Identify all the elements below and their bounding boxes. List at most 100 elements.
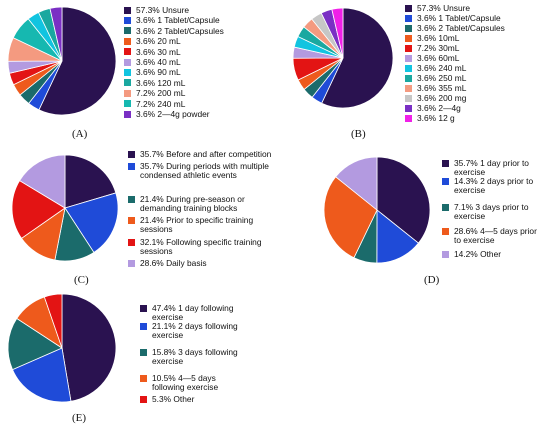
legend-swatch <box>405 114 412 122</box>
legend-label: 21.4% Prior to specific training session… <box>140 215 254 234</box>
legend-label: 7.2% 240 mL <box>136 98 186 109</box>
legend-swatch <box>442 203 449 211</box>
legend-label: 21.1% 2 days following exercise <box>152 321 238 340</box>
legend-swatch <box>124 48 131 56</box>
legend-item-d: 28.6% 4—5 days prior to exercise <box>442 227 542 244</box>
pie-slice-e-2 <box>7 317 63 371</box>
legend-item-a: 3.6% 120 mL <box>124 79 185 88</box>
legend-swatch <box>442 227 449 235</box>
panel-c: 35.7% Before and after competition 35.7% … <box>0 140 300 290</box>
legend-item-d: 14.3% 2 days prior to exercise <box>442 177 542 194</box>
legend-swatch <box>442 159 449 167</box>
legend-label: 57.3% Unsure <box>417 3 471 13</box>
legend-swatch <box>128 216 135 224</box>
legend-item-c: 21.4% Prior to specific training session… <box>128 216 276 233</box>
legend-swatch <box>405 54 412 62</box>
legend-label: 28.6% Daily basis <box>140 258 207 268</box>
legend-label: 3.6% 40 mL <box>136 57 181 67</box>
pie-slice-c-1 <box>64 192 119 253</box>
legend-swatch <box>405 4 412 12</box>
legend-item-e: 21.1% 2 days following exercise <box>140 322 245 339</box>
legend-swatch <box>140 348 147 356</box>
legend-label: 35.7% Before and after competition <box>140 149 272 159</box>
legend-label: 57.3% Unsure <box>136 5 190 15</box>
legend-label: 35.7% During periods with multiple conde… <box>140 161 269 180</box>
legend-label: 3.6% 1 Tablet/Capsule <box>136 15 220 26</box>
panel-e: 47.4% 1 day following exercise 21.1% 2 da… <box>0 290 300 429</box>
legend-label: 3.6% 10mL <box>417 33 460 43</box>
panel-label-a: (A) <box>72 128 88 140</box>
legend-label: 28.6% 4—5 days prior to exercise <box>454 226 537 245</box>
panel-label-d: (D) <box>424 274 440 286</box>
legend-swatch <box>405 74 412 82</box>
legend-item-a: 3.6% 2—4g powder <box>124 110 210 119</box>
pie-slice-b-11 <box>331 7 344 59</box>
panel-d: 35.7% 1 day prior to exercise 14.3% 2 day… <box>300 140 550 290</box>
legend-item-e: 10.5% 4—5 days following exercise <box>140 374 245 391</box>
legend-item-e: 15.8% 3 days following exercise <box>140 348 245 365</box>
legend-label: 3.6% 30 mL <box>136 46 181 57</box>
legend-label: 3.6% 2—4g <box>417 103 461 113</box>
pie-slice-c-0 <box>64 154 117 209</box>
legend-swatch <box>128 259 135 267</box>
legend-item-b: 3.6% 2—4g <box>405 104 461 113</box>
legend-item-a: 3.6% 90 mL <box>124 68 181 77</box>
pie-chart-e <box>7 293 117 403</box>
legend-item-c: 35.7% Before and after competition <box>128 150 276 159</box>
legend-label: 5.3% Other <box>152 394 195 404</box>
legend-swatch <box>124 58 131 66</box>
legend-label: 47.4% 1 day following exercise <box>152 303 234 322</box>
legend-swatch <box>405 104 412 112</box>
legend-item-a: 3.6% 40 mL <box>124 58 181 67</box>
legend-swatch <box>124 37 131 45</box>
pie-slice-c-5 <box>19 154 66 209</box>
legend-item-e: 5.3% Other <box>140 395 245 404</box>
legend-item-d: 14.2% Other <box>442 250 542 259</box>
legend-item-d: 7.1% 3 days prior to exercise <box>442 203 542 220</box>
legend-swatch <box>140 395 147 403</box>
legend-swatch <box>405 44 412 52</box>
legend-item-c: 32.1% Following specific training sessio… <box>128 238 276 255</box>
legend-label: 7.2% 30mL <box>417 43 460 53</box>
legend-swatch <box>124 6 131 14</box>
legend-item-a: 57.3% Unsure <box>124 6 189 15</box>
legend-item-b: 3.6% 200 mg <box>405 94 466 103</box>
panel-b: 57.3% Unsure 3.6% 1 Tablet/Capsule 3.6% 2 … <box>275 0 550 140</box>
legend-label: 14.2% Other <box>454 249 502 259</box>
pie-slice-d-3 <box>323 176 378 259</box>
pie-chart-c <box>11 154 119 262</box>
legend-swatch <box>140 322 147 330</box>
legend-label: 3.6% 240 mL <box>417 63 467 73</box>
legend-swatch <box>124 27 131 35</box>
panel-label-b: (B) <box>351 128 366 140</box>
legend-swatch <box>128 150 135 158</box>
legend-item-b: 7.2% 30mL <box>405 44 459 53</box>
legend-item-b: 3.6% 10mL <box>405 34 459 43</box>
pie-slice-c-4 <box>11 180 66 239</box>
legend-item-b: 3.6% 355 mL <box>405 84 466 93</box>
legend-label: 7.1% 3 days prior to exercise <box>454 202 529 221</box>
legend-item-b: 3.6% 12 g <box>405 114 455 123</box>
pie-slice-b-0 <box>321 7 394 109</box>
legend-item-a: 7.2% 240 mL <box>124 98 186 109</box>
legend-item-b: 57.3% Unsure <box>405 4 470 13</box>
legend-item-a: 3.6% 2 Tablet/Capsules <box>124 27 224 36</box>
legend-label: 32.1% Following specific training sessio… <box>140 237 262 256</box>
legend-swatch <box>124 89 131 97</box>
legend-swatch <box>405 14 412 22</box>
legend-label: 7.2% 200 mL <box>136 88 186 99</box>
legend-label: 3.6% 90 mL <box>136 67 181 78</box>
pie-slice-e-0 <box>61 293 117 402</box>
legend-swatch <box>442 177 449 185</box>
legend-item-a: 3.6% 30 mL <box>124 46 181 57</box>
legend-swatch <box>124 79 131 87</box>
legend-item-a: 7.2% 200 mL <box>124 89 185 98</box>
pie-slice-a-10 <box>49 6 63 62</box>
panel-label-e: (E) <box>72 412 87 424</box>
legend-item-b: 3.6% 2 Tablet/Capsules <box>405 24 505 33</box>
legend-swatch <box>124 110 131 118</box>
pie-slice-e-1 <box>12 347 72 403</box>
legend-label: 3.6% 2 Tablet/Capsules <box>417 23 505 33</box>
legend-label: 21.4% During pre-season or demanding tra… <box>140 194 245 213</box>
legend-item-e: 47.4% 1 day following exercise <box>140 304 245 321</box>
